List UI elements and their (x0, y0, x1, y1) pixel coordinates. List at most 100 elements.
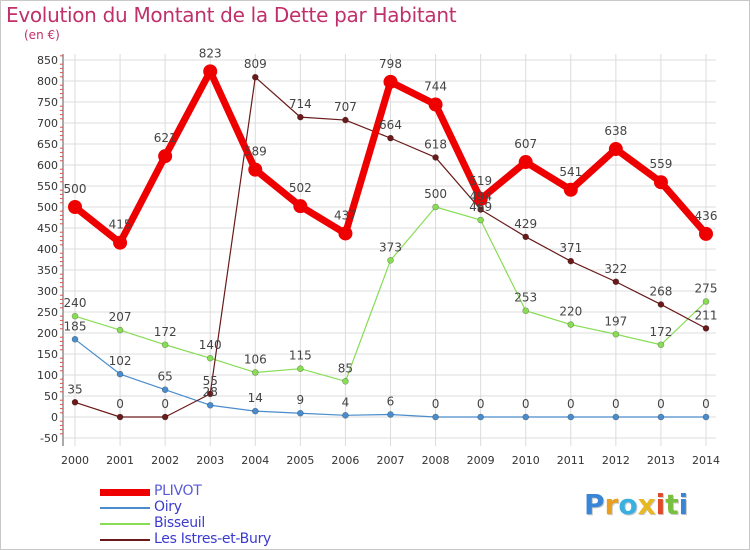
data-point-plivot-2006 (338, 226, 353, 241)
data-label-plivot-2005: 502 (289, 181, 312, 195)
data-point-les-istres-et-bury-2001 (116, 413, 124, 421)
legend-label-plivot: PLIVOT (154, 483, 202, 499)
data-label-plivot-2000: 500 (64, 182, 87, 196)
y-tick-label-150: 150 (37, 348, 58, 361)
data-label-oiry-2002: 65 (158, 370, 173, 384)
data-point-les-istres-et-bury-2011 (567, 257, 575, 265)
x-tick-label-2004: 2004 (241, 454, 269, 467)
x-tick-label-2008: 2008 (422, 454, 450, 467)
data-point-bisseuil-2008 (432, 203, 439, 211)
data-point-oiry-2004 (251, 407, 259, 415)
data-label-oiry-2000: 185 (64, 319, 87, 333)
chart-subtitle: (en €) (24, 28, 60, 42)
data-point-bisseuil-2011 (567, 321, 575, 328)
data-point-oiry-2011 (567, 413, 575, 421)
data-label-bisseuil-2011: 220 (559, 305, 582, 319)
data-point-oiry-2001 (116, 370, 124, 378)
data-label-bisseuil-2006: 85 (338, 361, 353, 375)
legend-item-les-istres-et-bury: Les Istres-et-Bury (100, 531, 360, 548)
data-label-oiry-2006: 4 (342, 395, 350, 409)
data-label-plivot-2008: 744 (424, 80, 447, 94)
x-tick-label-2006: 2006 (331, 454, 359, 467)
data-point-plivot-2001 (113, 235, 128, 250)
y-tick-label-850: 850 (37, 54, 58, 67)
data-label-oiry-2009: 0 (477, 397, 485, 411)
data-label-oiry-2010: 0 (522, 397, 530, 411)
y-tick-label-750: 750 (37, 96, 58, 109)
y-tick-label--50: -50 (40, 432, 58, 445)
data-label-plivot-2001: 415 (109, 218, 132, 232)
data-point-oiry-2009 (477, 413, 484, 421)
data-point-les-istres-et-bury-2013 (657, 301, 665, 308)
data-label-oiry-2005: 9 (297, 393, 305, 407)
data-point-plivot-2004 (248, 162, 263, 177)
data-label-oiry-2011: 0 (567, 397, 575, 411)
y-tick-label-500: 500 (37, 201, 58, 214)
data-label-bisseuil-2014: 275 (695, 282, 718, 296)
data-point-bisseuil-2003 (206, 354, 214, 362)
data-point-oiry-2013 (657, 413, 665, 421)
data-label-les-istres-et-bury-2013: 268 (649, 284, 672, 298)
logo-letter: P (584, 488, 605, 521)
data-label-les-istres-et-bury-2005: 714 (289, 97, 312, 111)
y-tick-label-50: 50 (44, 390, 58, 403)
data-point-oiry-2003 (206, 401, 214, 409)
x-tick-label-2012: 2012 (602, 454, 630, 467)
data-label-oiry-2012: 0 (612, 397, 620, 411)
data-label-bisseuil-2008: 500 (424, 187, 447, 201)
data-label-plivot-2009: 519 (469, 174, 492, 188)
data-point-oiry-2014 (702, 413, 710, 421)
data-label-oiry-2007: 6 (387, 394, 395, 408)
y-tick-label-100: 100 (37, 369, 58, 382)
logo-letter: x (637, 488, 656, 521)
data-point-bisseuil-2014 (702, 298, 710, 305)
data-point-bisseuil-2001 (116, 326, 124, 334)
data-label-plivot-2004: 589 (244, 145, 267, 159)
data-label-bisseuil-2002: 172 (154, 325, 177, 339)
data-label-bisseuil-2007: 373 (379, 240, 402, 254)
data-label-oiry-2013: 0 (657, 397, 665, 411)
data-point-plivot-2007 (383, 74, 398, 89)
data-point-les-istres-et-bury-2010 (522, 233, 530, 241)
data-label-les-istres-et-bury-2012: 322 (604, 262, 627, 276)
x-tick-label-2011: 2011 (557, 454, 585, 467)
y-tick-label-400: 400 (37, 243, 58, 256)
data-point-oiry-2008 (432, 413, 439, 421)
logo-letter: o (618, 488, 638, 521)
data-label-plivot-2011: 541 (559, 165, 582, 179)
x-tick-label-2013: 2013 (647, 454, 675, 467)
data-label-plivot-2010: 607 (514, 137, 537, 151)
series-lines (68, 64, 713, 421)
data-label-bisseuil-2004: 106 (244, 352, 267, 366)
data-label-plivot-2013: 559 (649, 157, 672, 171)
x-tick-label-2001: 2001 (106, 454, 134, 467)
data-label-plivot-2014: 436 (695, 209, 718, 223)
data-label-les-istres-et-bury-2010: 429 (514, 217, 537, 231)
data-point-plivot-2012 (608, 142, 623, 157)
data-label-oiry-2003: 28 (203, 385, 218, 399)
legend-swatch-les-istres-et-bury (100, 539, 150, 541)
data-label-les-istres-et-bury-2009: 494 (469, 190, 492, 204)
y-tick-label-650: 650 (37, 138, 58, 151)
data-label-bisseuil-2001: 207 (109, 310, 132, 324)
data-label-bisseuil-2005: 115 (289, 349, 312, 363)
data-label-oiry-2001: 102 (109, 354, 132, 368)
data-label-les-istres-et-bury-2001: 0 (116, 397, 124, 411)
data-point-bisseuil-2007 (387, 257, 394, 264)
legend-label-bisseuil: Bisseuil (154, 515, 205, 531)
data-point-plivot-2005 (293, 199, 308, 214)
legend-swatch-bisseuil (100, 523, 150, 525)
data-point-bisseuil-2006 (342, 377, 349, 385)
data-point-bisseuil-2012 (612, 330, 620, 338)
proxiti-logo: Proxiti (584, 488, 688, 521)
x-tick-label-2014: 2014 (692, 454, 720, 467)
data-point-les-istres-et-bury-2006 (342, 116, 349, 124)
data-label-les-istres-et-bury-2008: 618 (424, 137, 447, 151)
y-tick-label-450: 450 (37, 222, 58, 235)
data-point-bisseuil-2009 (477, 216, 484, 224)
data-label-les-istres-et-bury-2011: 371 (559, 241, 582, 255)
data-point-plivot-2010 (518, 155, 533, 170)
data-point-oiry-2000 (71, 335, 79, 343)
